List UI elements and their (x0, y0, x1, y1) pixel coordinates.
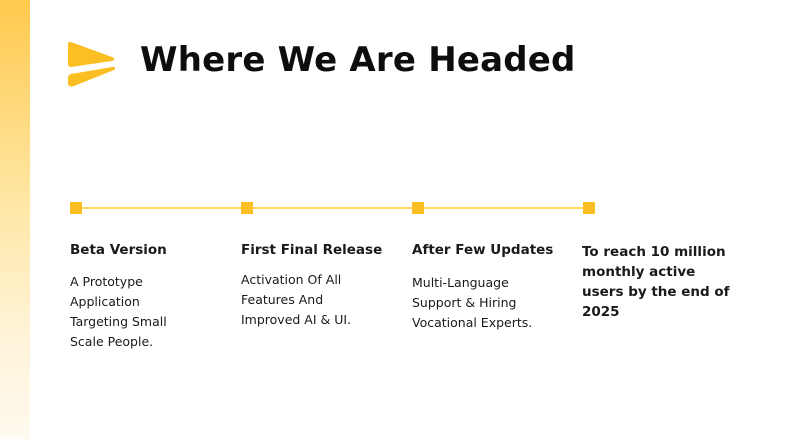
timeline-marker-2 (241, 202, 253, 214)
timeline-marker-3 (412, 202, 424, 214)
timeline-marker-4 (583, 202, 595, 214)
milestone-3-description: Multi-Language Support & Hiring Vocation… (412, 275, 533, 330)
timeline-line (76, 207, 590, 209)
milestone-1-description: A Prototype Application Targeting Small … (70, 274, 167, 349)
milestone-1-title: Beta Version (70, 242, 167, 258)
milestone-2-title: First Final Release (241, 242, 383, 258)
milestone-3-title: After Few Updates (412, 242, 554, 258)
milestone-4-goal: To reach 10 million monthly active users… (582, 244, 730, 320)
page-title: Where We Are Headed (140, 40, 576, 80)
milestone-2-description: Activation Of All Features And Improved … (241, 272, 352, 327)
side-gradient-band (0, 0, 30, 439)
timeline-marker-1 (70, 202, 82, 214)
arrow-chevron-logo-icon (68, 41, 116, 87)
